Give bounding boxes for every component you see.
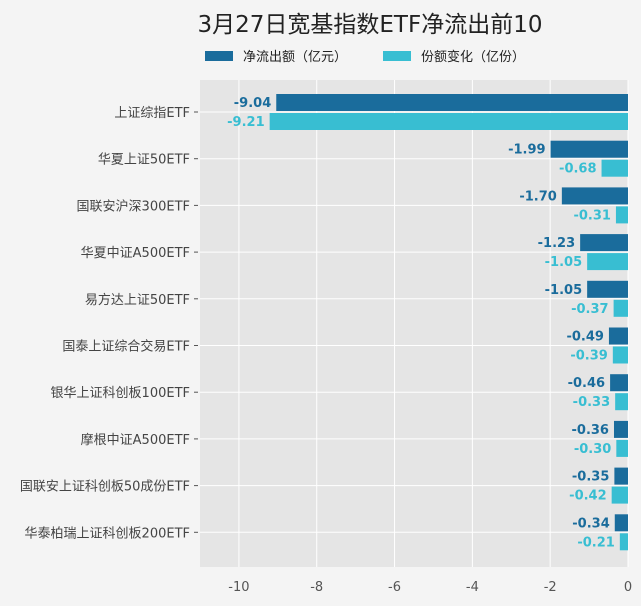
bars: -9.04 -9.21 -1.99 -0.68-1.70 -0.31 -1.23 -1.05… [227, 94, 628, 551]
data-label: -1.70 [519, 189, 556, 204]
data-label: -0.39 [570, 349, 607, 364]
data-label: -0.49 [566, 330, 603, 345]
bar-share-change [587, 253, 628, 271]
data-label: -0.35 [572, 470, 609, 485]
y-tick-label: 易方达上证50ETF [85, 292, 190, 308]
data-label: -0.34 [572, 516, 609, 531]
bar-net-outflow [613, 420, 628, 438]
y-tick-label: 上证综指ETF [114, 106, 190, 121]
data-label: -0.36 [572, 423, 609, 438]
data-label: -0.42 [569, 489, 606, 504]
bar-share-change [616, 439, 628, 457]
data-label: -1.05 [545, 283, 582, 298]
axes: -10 -8 -6 -4 -2 0 上证综指ETF 华夏上证50ETF 国联安沪深300ETF 华… [20, 106, 632, 595]
bar-share-change [601, 159, 628, 177]
data-label: -1.05 [545, 255, 582, 270]
data-label: -0.21 [577, 535, 614, 550]
x-tick-label: 0 [624, 580, 632, 595]
y-tick-label: 摩根中证A500ETF [81, 432, 190, 448]
x-tick-label: -4 [466, 580, 479, 595]
x-tick-label: -10 [228, 580, 249, 595]
y-tick-label: 国泰上证综合交易ETF [62, 339, 190, 355]
bar-net-outflow [614, 467, 628, 485]
bar-net-outflow [610, 374, 628, 392]
x-tick-label: -8 [310, 580, 323, 595]
x-tick-label: -6 [388, 580, 401, 595]
bar-share-change [612, 346, 628, 364]
y-tick-label: 银华上证科创板100ETF [51, 386, 190, 401]
legend-label: 净流出额（亿元） [243, 50, 347, 65]
data-label: -9.21 [227, 115, 264, 130]
bar-share-change [611, 486, 628, 504]
y-tick-label: 国联安上证科创板50成份ETF [20, 480, 190, 495]
bar-net-outflow [550, 140, 628, 158]
bar-share-change [615, 206, 628, 224]
chart-title: 3月27日宽基指数ETF净流出前10 [198, 12, 543, 38]
bar-share-change [269, 113, 628, 130]
bar-net-outflow [580, 234, 628, 252]
bar-net-outflow [276, 94, 628, 111]
bar-share-change [619, 533, 628, 551]
legend-swatch [205, 51, 233, 61]
data-label: -0.46 [568, 376, 605, 391]
bar-net-outflow [614, 514, 628, 532]
bar-net-outflow [587, 280, 628, 298]
data-label: -0.30 [574, 442, 611, 457]
data-label: -1.99 [508, 143, 545, 158]
y-tick-label: 国联安沪深300ETF [77, 198, 190, 214]
data-label: -0.68 [559, 162, 596, 177]
legend-swatch [383, 51, 411, 61]
legend: 净流出额（亿元） 份额变化（亿份） [205, 49, 525, 65]
data-label: -1.23 [538, 236, 575, 251]
bar-net-outflow [608, 327, 628, 345]
x-tick-label: -2 [544, 580, 557, 595]
data-label: -9.04 [234, 96, 271, 111]
data-label: -0.31 [573, 208, 610, 223]
bar-share-change [613, 299, 628, 317]
bar-net-outflow [561, 187, 628, 205]
data-label: -0.33 [573, 395, 610, 410]
grid [200, 80, 629, 567]
legend-label: 份额变化（亿份） [421, 49, 525, 65]
y-tick-label: 华夏上证50ETF [98, 153, 190, 168]
y-tick-label: 华泰柏瑞上证科创板200ETF [25, 526, 190, 541]
data-label: -0.37 [571, 302, 608, 317]
bar-share-change [615, 393, 628, 411]
y-tick-label: 华夏中证A500ETF [81, 246, 190, 261]
